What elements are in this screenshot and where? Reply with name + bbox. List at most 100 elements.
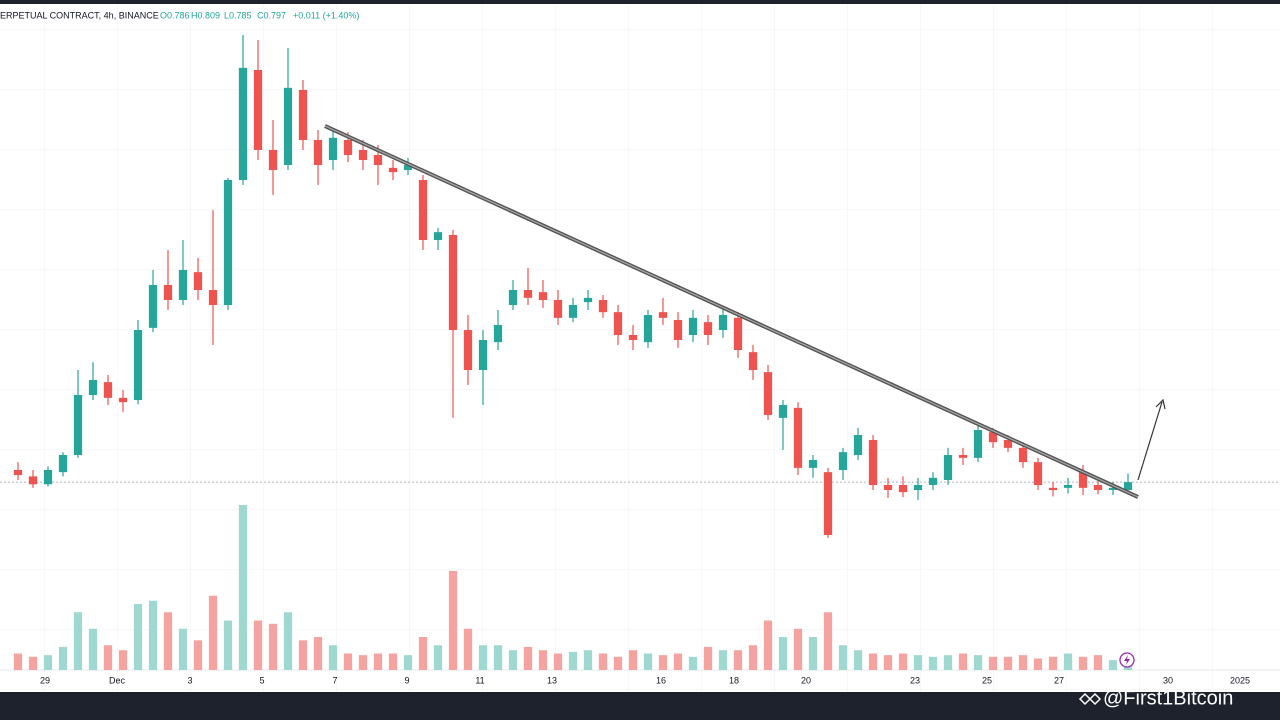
candle-body: [568, 305, 578, 318]
candle-body: [673, 320, 683, 340]
watermark-text: @First1Bitcoin: [1103, 687, 1233, 709]
candle-body: [448, 235, 458, 330]
candle-body: [853, 435, 863, 455]
volume-bar: [148, 600, 158, 670]
x-tick-label: 30: [1163, 675, 1173, 685]
candle-body: [928, 477, 938, 485]
volume-bar: [73, 612, 83, 670]
background-grid: [0, 0, 1280, 692]
x-tick-label: Dec: [109, 675, 126, 685]
candle-body: [148, 285, 158, 328]
candle-body: [1078, 472, 1088, 488]
volume-bar: [523, 646, 533, 670]
candle-body: [163, 285, 173, 300]
candle-body: [958, 455, 968, 458]
bottom-bar: [0, 692, 1280, 720]
volume-bar: [388, 653, 398, 670]
volume-bar: [778, 637, 788, 670]
candle-body: [898, 485, 908, 493]
volume-bar: [898, 653, 908, 670]
volume-bar: [13, 653, 23, 670]
ohlc-low: L0.785: [224, 10, 252, 20]
volume-bar: [853, 650, 863, 670]
candle-body: [763, 372, 773, 415]
x-tick-label: 16: [656, 675, 666, 685]
volume-bar: [763, 620, 773, 670]
volume-bar: [643, 653, 653, 670]
volume-bar: [988, 656, 998, 670]
candle-body: [523, 290, 533, 298]
candle-body: [943, 455, 953, 480]
x-tick-label: 11: [475, 675, 484, 685]
volume-bar: [208, 595, 218, 670]
candle-body: [373, 155, 383, 165]
candle-body: [913, 485, 923, 490]
candle-body: [718, 315, 728, 330]
candle-body: [193, 272, 203, 290]
candle-body: [793, 407, 803, 468]
candle-body: [418, 180, 428, 240]
volume-bar: [163, 612, 173, 670]
volume-bar: [1018, 655, 1028, 670]
volume-bar: [358, 655, 368, 670]
candle-body: [733, 317, 743, 350]
volume-bar: [343, 653, 353, 670]
x-tick-label: 23: [910, 675, 920, 685]
candle-body: [628, 335, 638, 340]
candle-body: [133, 330, 143, 400]
volume-bar: [193, 640, 203, 670]
volume-bar: [1093, 655, 1103, 670]
candle-body: [343, 140, 353, 155]
volume-bar: [583, 650, 593, 670]
volume-bar: [958, 653, 968, 670]
candle-body: [298, 90, 308, 140]
volume-bar: [403, 655, 413, 670]
volume-bar: [253, 620, 263, 670]
candle-body: [1063, 485, 1073, 488]
volume-bar: [928, 656, 938, 670]
alert-icon[interactable]: [1119, 652, 1135, 668]
x-tick-label: 29: [40, 675, 50, 685]
x-tick-label: 27: [1054, 675, 1064, 685]
x-tick-label: 3: [188, 675, 193, 685]
volume-bar: [298, 640, 308, 670]
volume-bar: [178, 628, 188, 670]
volume-bar: [478, 645, 488, 670]
volume-bar: [628, 650, 638, 670]
volume-bar: [973, 655, 983, 670]
x-tick-label: 9: [404, 675, 409, 685]
ohlc-high: H0.809: [191, 10, 220, 20]
candle-body: [88, 380, 98, 395]
volume-bar: [313, 637, 323, 670]
x-tick-label: 7: [332, 675, 337, 685]
volume-bar: [508, 650, 518, 670]
candle-body: [268, 150, 278, 170]
candle-body: [538, 292, 548, 300]
candle-body: [703, 322, 713, 335]
volume-bar: [1063, 653, 1073, 670]
candle-body: [598, 300, 608, 313]
candle-body: [553, 300, 563, 318]
candle-body: [1048, 487, 1058, 490]
candle-body: [283, 87, 293, 165]
candle-body: [328, 137, 338, 160]
candle-body: [433, 232, 443, 240]
x-tick-label: 2025: [1230, 675, 1250, 685]
candle-body: [748, 352, 758, 370]
volume-bar: [1108, 660, 1118, 670]
ohlc-close: C0.797: [257, 10, 286, 20]
volume-bar: [808, 637, 818, 670]
volume-bar: [718, 650, 728, 670]
volume-bar: [913, 655, 923, 670]
watermark: @First1Bitcoin: [1078, 687, 1233, 709]
candle-body: [1108, 487, 1118, 490]
candle-body: [463, 330, 473, 370]
candle-body: [988, 432, 998, 443]
volume-bar: [1078, 656, 1088, 670]
candle-body: [388, 167, 398, 173]
volume-bar: [418, 637, 428, 670]
candle-body: [778, 405, 788, 418]
volume-bar: [28, 656, 38, 670]
candle-body: [823, 472, 833, 535]
